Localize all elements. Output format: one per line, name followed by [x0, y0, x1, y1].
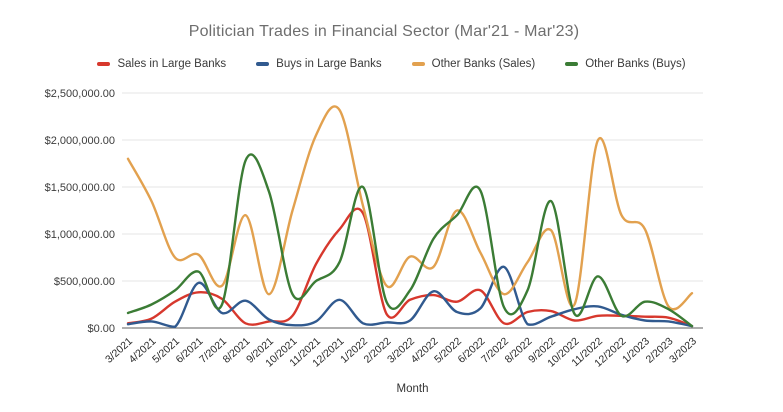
series-line-other-banks-buys[interactable] [126, 153, 694, 328]
y-tick-label: $2,500,000.00 [45, 88, 115, 100]
y-tick-label: $500,000.00 [54, 276, 115, 288]
legend-swatch-green [565, 62, 579, 66]
series-line-sales-in-large-banks[interactable] [126, 207, 694, 328]
legend-swatch-orange [411, 62, 425, 66]
series-line-buys-in-large-banks[interactable] [126, 265, 694, 328]
y-tick-label: $1,000,000.00 [45, 229, 115, 241]
legend-label: Buys in Large Banks [276, 58, 382, 70]
x-tick-label: 3/2023 [667, 335, 699, 366]
legend-item-other-banks-sales[interactable]: Other Banks (Sales) [411, 58, 536, 70]
legend-label: Other Banks (Sales) [431, 58, 536, 70]
y-tick-label: $0.00 [87, 323, 115, 335]
legend-item-other-banks-buys[interactable]: Other Banks (Buys) [565, 58, 686, 70]
y-tick-label: $1,500,000.00 [45, 182, 115, 194]
legend-item-sales-in-large-banks[interactable]: Sales in Large Banks [97, 58, 226, 70]
legend-label: Sales in Large Banks [117, 58, 227, 70]
y-tick-label: $2,000,000.00 [45, 135, 115, 147]
legend-swatch-red [97, 62, 111, 66]
legend-label: Other Banks (Buys) [585, 58, 686, 70]
x-axis-title: Month [396, 383, 429, 395]
legend-item-buys-in-large-banks[interactable]: Buys in Large Banks [256, 58, 382, 70]
chart-title: Politician Trades in Financial Sector (M… [188, 23, 580, 40]
series-line-other-banks-sales[interactable] [126, 105, 694, 311]
legend: Sales in Large Banks Buys in Large Banks… [0, 58, 783, 70]
legend-swatch-blue [256, 62, 270, 66]
